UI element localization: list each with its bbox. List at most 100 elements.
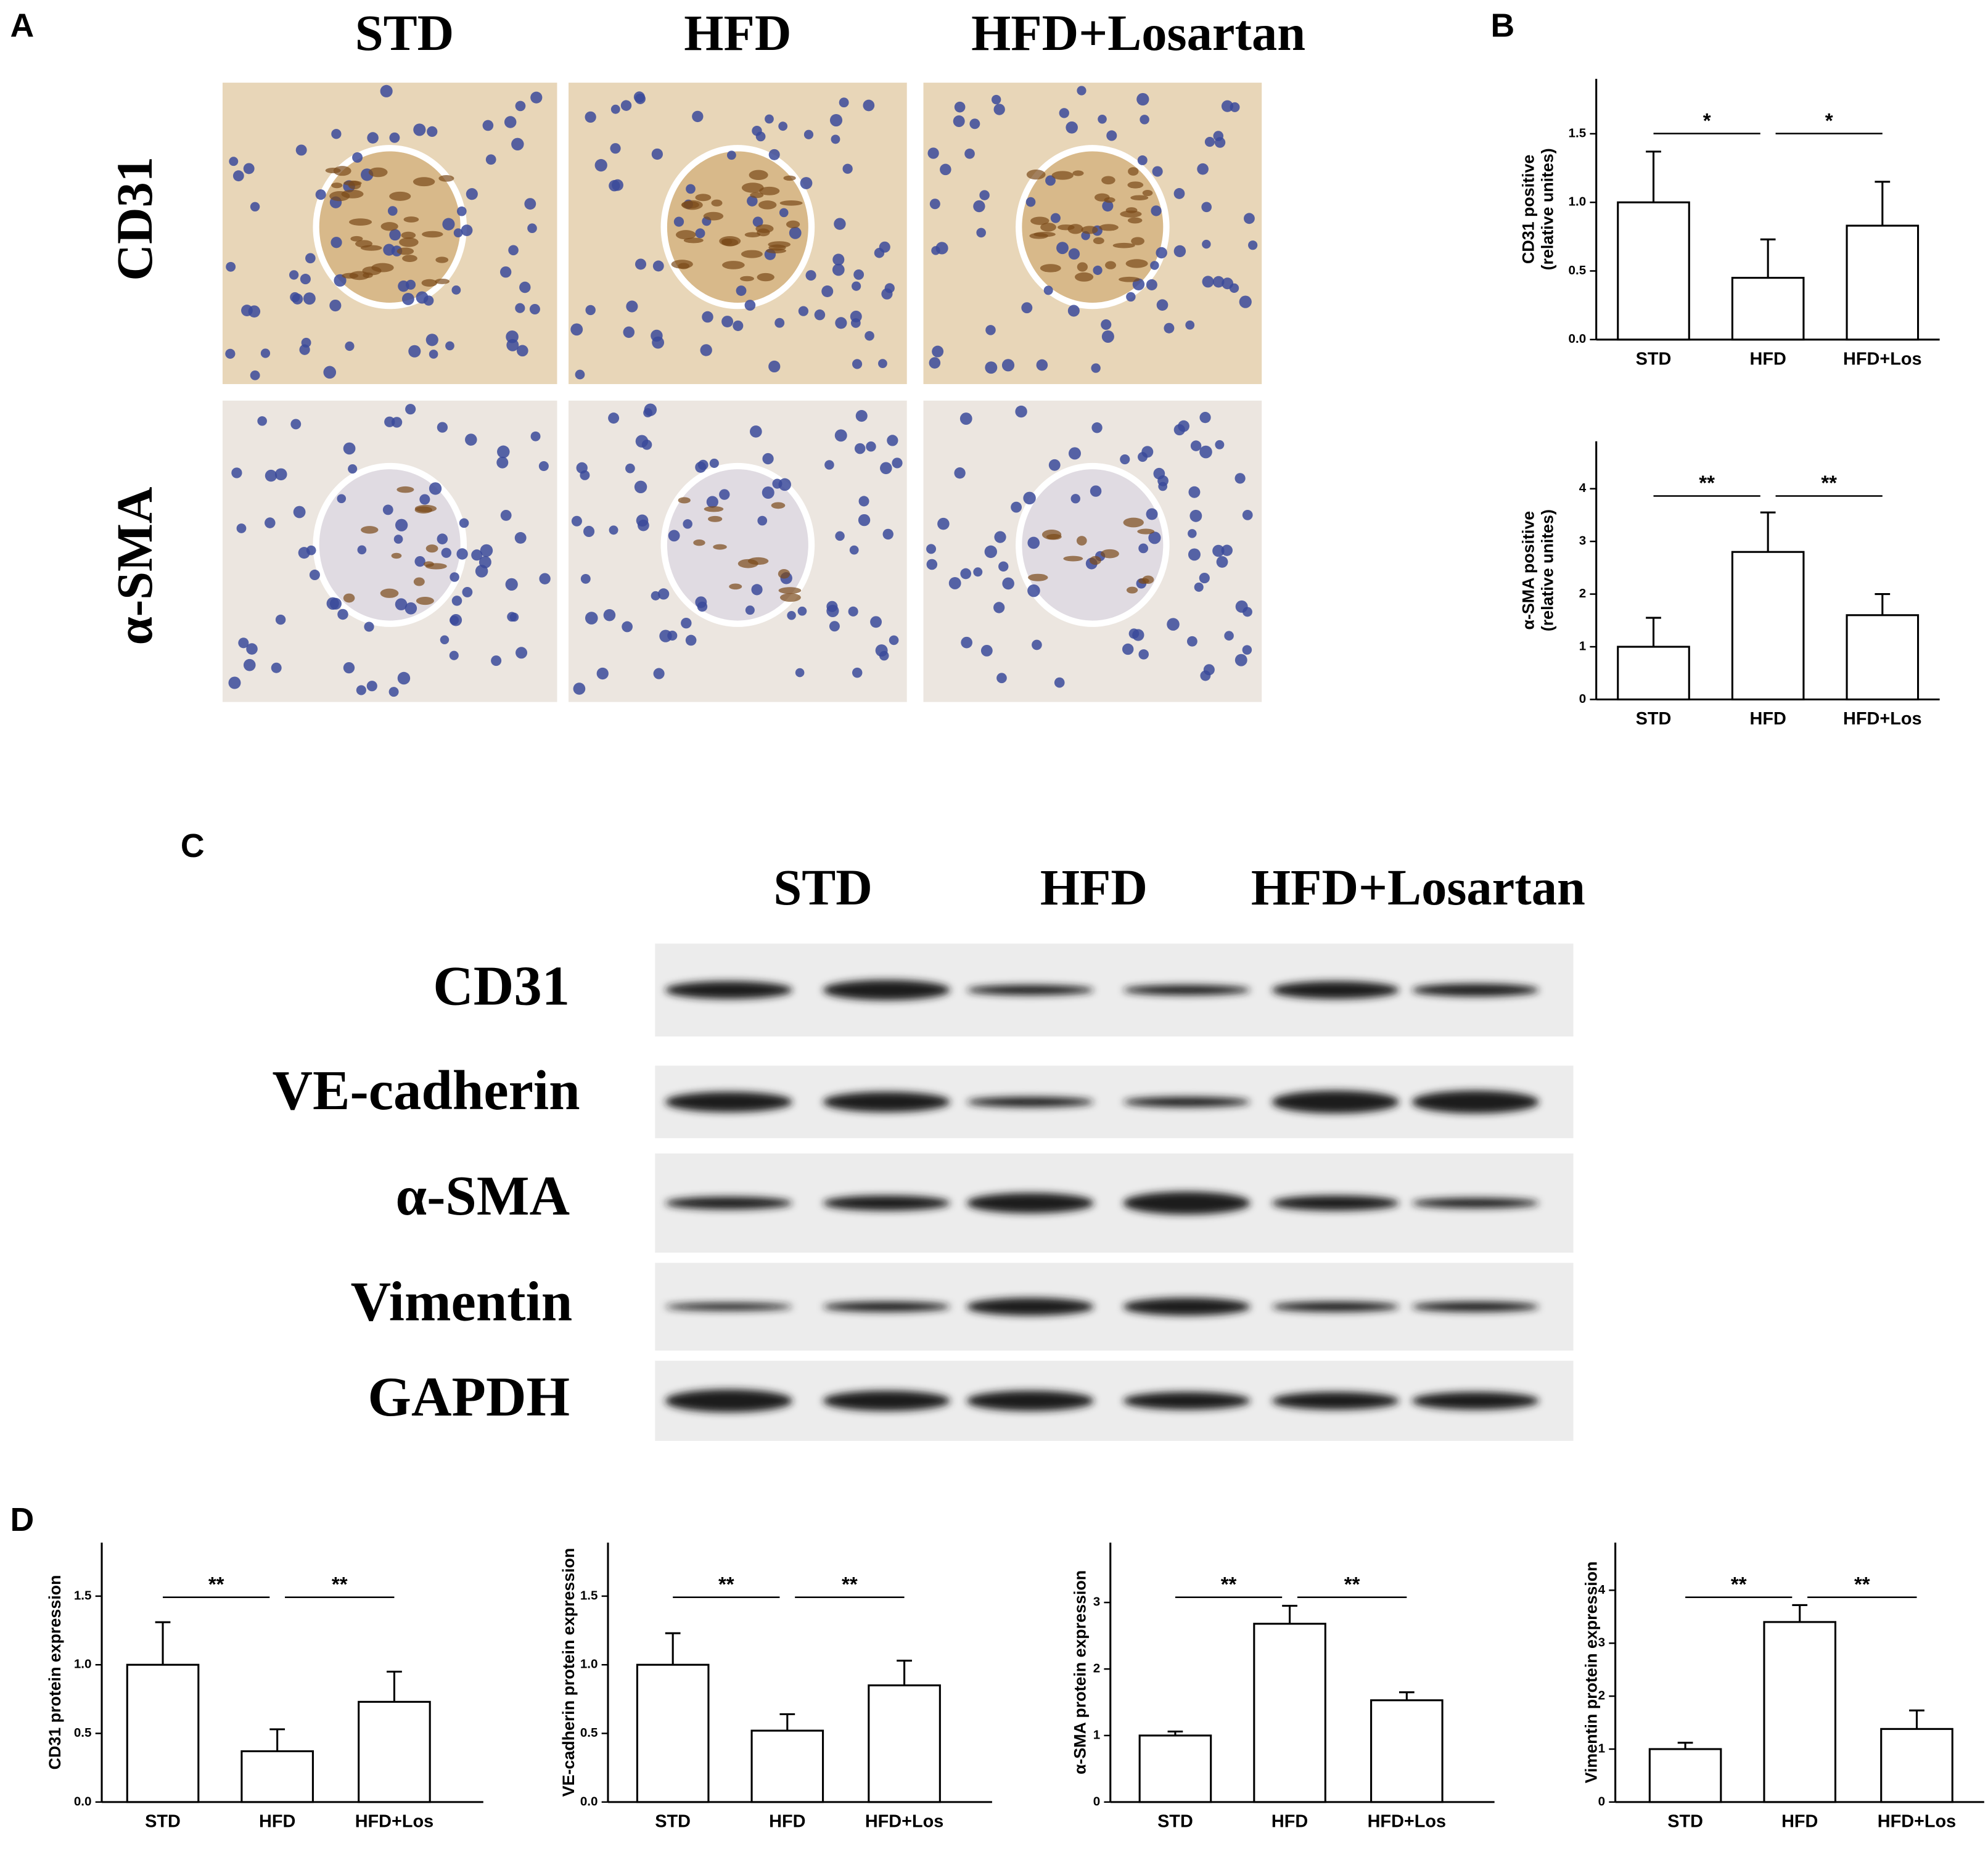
nucleus: [414, 555, 425, 567]
bar: [750, 1729, 824, 1803]
nucleus: [315, 189, 326, 200]
nucleus: [835, 531, 845, 541]
nucleus: [797, 606, 807, 616]
nucleus: [475, 565, 488, 578]
blot-band: [1411, 983, 1539, 997]
nucleus: [870, 616, 882, 628]
y-tick-label: 1: [1579, 639, 1586, 654]
y-tick-label: 1.5: [74, 1588, 92, 1602]
nucleus: [441, 547, 452, 558]
nucleus: [389, 132, 400, 143]
stain: [1033, 231, 1056, 237]
nucleus: [887, 435, 898, 446]
blot-band: [665, 1303, 793, 1311]
stain: [435, 278, 450, 284]
nucleus: [1011, 501, 1022, 513]
y-tick-label: 1.0: [1569, 195, 1587, 209]
nucleus: [506, 330, 519, 343]
x-tick-label: STD: [1636, 709, 1672, 729]
nucleus: [1036, 359, 1048, 371]
nucleus: [466, 188, 478, 200]
blot-band: [1271, 1090, 1399, 1113]
blot-band: [1411, 1198, 1539, 1208]
nucleus: [733, 320, 744, 331]
bar: [1253, 1623, 1326, 1803]
stain: [414, 504, 437, 512]
nucleus: [499, 266, 512, 278]
x-tick-label: STD: [1636, 349, 1672, 369]
stain: [341, 189, 364, 199]
nucleus: [397, 671, 411, 685]
nucleus: [685, 634, 697, 646]
nucleus: [585, 612, 598, 625]
nucleus: [465, 433, 477, 446]
nucleus: [778, 478, 791, 491]
column-title: HFD+Losartan: [1251, 859, 1585, 916]
bar: [1370, 1699, 1444, 1803]
nucleus: [462, 587, 473, 597]
nucleus: [345, 341, 355, 351]
nucleus: [453, 228, 463, 238]
stain: [1051, 171, 1074, 180]
stain: [768, 241, 791, 248]
nucleus: [1048, 459, 1061, 471]
y-tick-label: 0: [1093, 1794, 1100, 1808]
nucleus: [459, 518, 469, 528]
column-title: STD: [773, 859, 873, 916]
nucleus: [625, 463, 635, 473]
nucleus: [1204, 137, 1215, 147]
nucleus: [697, 459, 709, 470]
nucleus: [976, 227, 986, 238]
row-title: VE-cadherin: [272, 1059, 580, 1121]
nucleus: [832, 263, 845, 276]
stain: [350, 236, 363, 242]
stain: [1076, 536, 1087, 546]
nucleus: [626, 300, 638, 313]
bar: [868, 1684, 941, 1803]
nucleus: [429, 482, 442, 495]
bar: [358, 1700, 431, 1803]
nucleus: [1212, 544, 1225, 557]
nucleus: [991, 94, 1001, 105]
nucleus: [878, 359, 887, 368]
nucleus: [337, 609, 348, 620]
stain: [771, 502, 786, 509]
nucleus: [1015, 405, 1027, 418]
nucleus: [497, 445, 510, 459]
stain: [1081, 226, 1098, 234]
nucleus: [1173, 188, 1185, 199]
nucleus: [834, 218, 846, 230]
nucleus: [1045, 175, 1056, 186]
stain: [744, 232, 761, 237]
glomerulus: [1016, 462, 1170, 627]
nucleus: [932, 345, 944, 358]
blot-band: [665, 1197, 793, 1210]
stain: [778, 587, 802, 594]
nucleus: [265, 469, 277, 482]
y-tick-label: 2: [1093, 1662, 1100, 1676]
nucleus: [594, 158, 607, 172]
x-tick-label: HFD: [259, 1811, 295, 1831]
blot-band: [966, 985, 1094, 996]
nucleus: [1067, 305, 1080, 317]
nucleus: [1101, 319, 1112, 330]
nucleus: [456, 548, 468, 560]
stain: [424, 561, 434, 567]
stain: [402, 255, 417, 262]
nucleus: [954, 101, 966, 113]
nucleus: [795, 668, 805, 678]
nucleus: [329, 299, 342, 312]
nucleus: [610, 104, 620, 114]
nucleus: [356, 685, 366, 695]
nucleus: [250, 370, 260, 380]
stain: [1072, 170, 1084, 176]
nucleus: [580, 470, 590, 480]
nucleus: [1164, 322, 1175, 334]
nucleus: [653, 668, 665, 679]
nucleus: [1091, 363, 1101, 373]
nucleus: [343, 442, 356, 455]
x-tick-label: HFD+Los: [865, 1811, 943, 1831]
nucleus: [1027, 584, 1040, 597]
stain: [1123, 517, 1144, 528]
nucleus: [1224, 631, 1234, 641]
